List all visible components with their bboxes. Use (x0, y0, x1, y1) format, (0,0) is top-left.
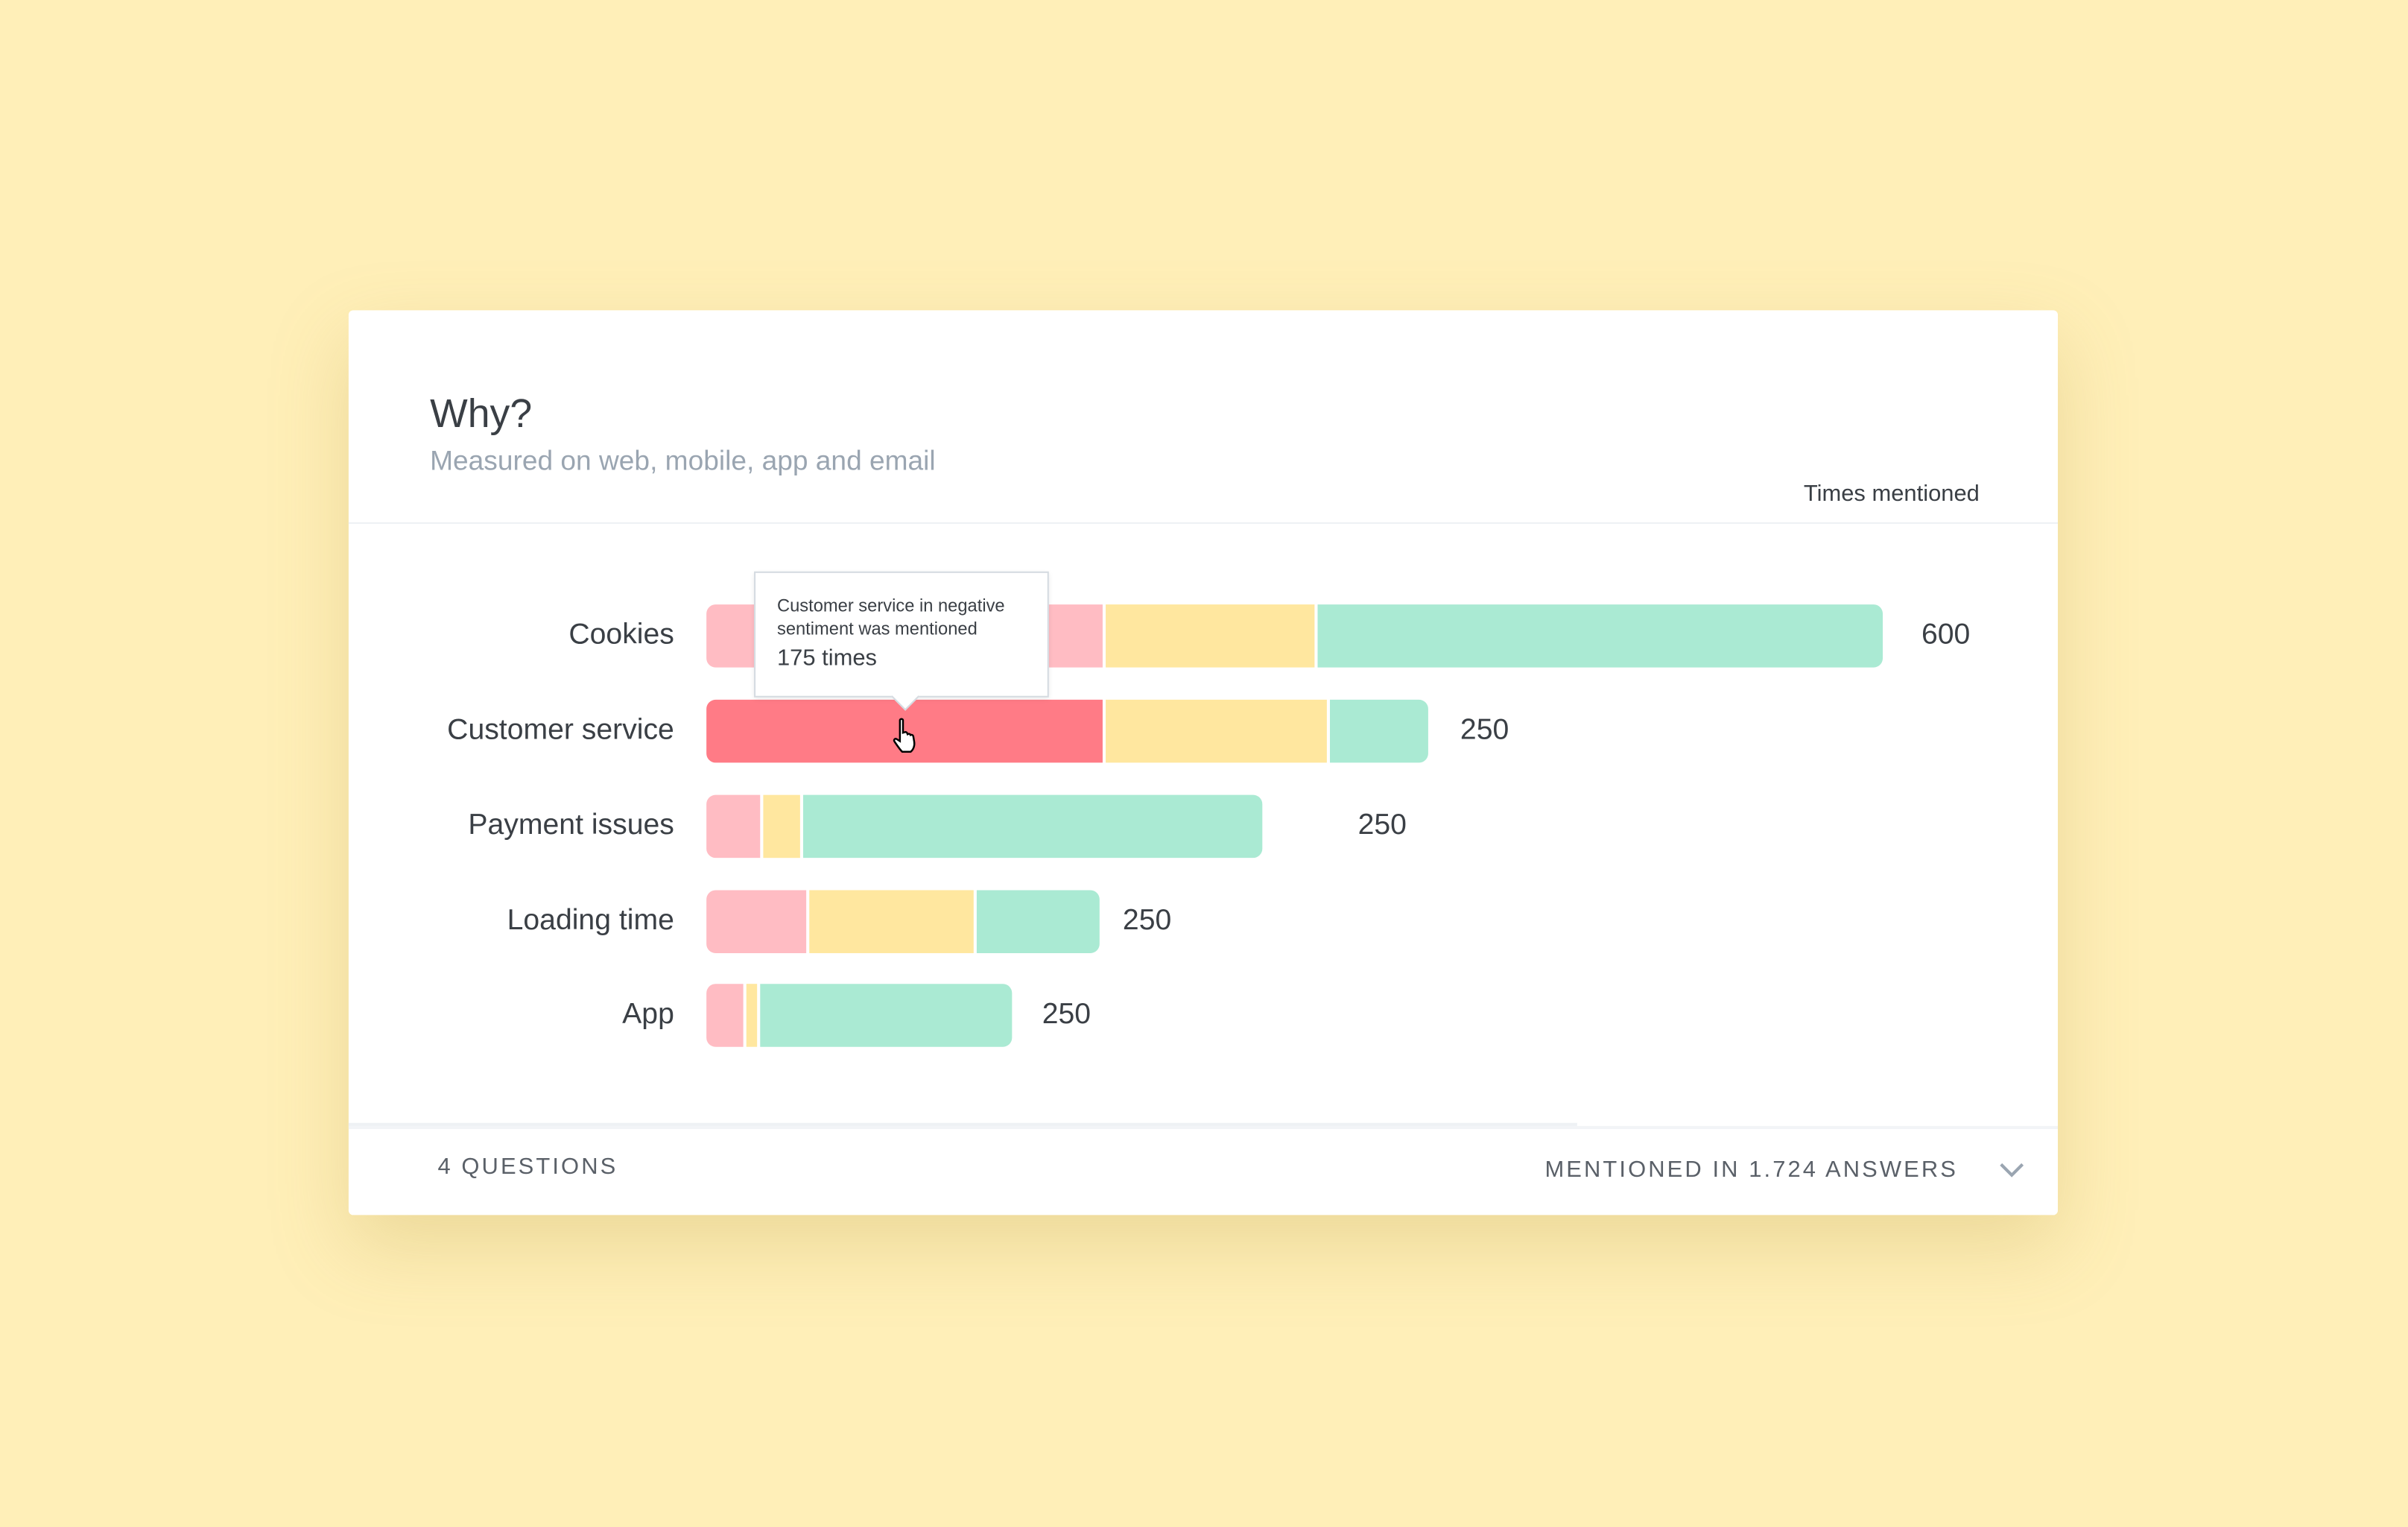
why-card: Why? Measured on web, mobile, app and em… (348, 310, 2059, 1215)
hand-cursor-icon (893, 718, 916, 753)
card-subtitle: Measured on web, mobile, app and email (430, 445, 936, 476)
mentioned-count: MENTIONED IN 1.724 ANSWERS (1544, 1157, 1959, 1183)
bar-segment-neutral[interactable] (745, 984, 758, 1047)
stacked-bar[interactable] (706, 890, 1100, 953)
bar-segment-neutral[interactable] (764, 794, 800, 859)
category-label: App (622, 998, 674, 1031)
tooltip: Customer service in negative sentiment w… (754, 571, 1049, 711)
bar-segment-positive[interactable] (760, 984, 1012, 1047)
bar-segment-negative[interactable] (706, 794, 761, 859)
bar-segment-positive[interactable] (1317, 604, 1883, 668)
tooltip-text: sentiment was mentioned (776, 620, 978, 639)
tooltip-text: Customer service in negative (776, 597, 1005, 616)
bar-segment-positive[interactable] (1330, 699, 1428, 763)
card-title: Why? (430, 390, 533, 437)
total-label: 250 (1357, 809, 1407, 842)
bar-segment-positive[interactable] (977, 890, 1100, 953)
total-label: 250 (1460, 714, 1509, 747)
bar-segment-positive[interactable] (802, 794, 1263, 859)
divider (348, 1125, 2059, 1129)
bar-segment-neutral[interactable] (1106, 699, 1328, 763)
axis-label: Times mentioned (1803, 481, 1980, 508)
stacked-bar[interactable] (706, 984, 1012, 1047)
bar-segment-neutral[interactable] (808, 890, 975, 953)
category-label: Customer service (447, 714, 674, 747)
bar-segment-neutral[interactable] (1106, 604, 1314, 668)
bar-segment-negative[interactable] (706, 890, 806, 953)
stacked-bar[interactable] (706, 699, 1428, 763)
divider (348, 1122, 1577, 1126)
bar-segment-negative[interactable] (706, 984, 743, 1047)
stacked-bar[interactable] (706, 794, 1263, 859)
total-label: 250 (1042, 998, 1091, 1031)
category-label: Cookies (568, 619, 674, 651)
tooltip-value: 175 times (776, 645, 878, 671)
category-label: Loading time (507, 905, 674, 938)
total-label: 600 (1921, 619, 1971, 651)
questions-count[interactable]: 4 QUESTIONS (437, 1153, 618, 1180)
chevron-down-icon[interactable] (1997, 1158, 2027, 1183)
divider (348, 522, 2059, 524)
total-label: 250 (1122, 905, 1172, 938)
category-label: Payment issues (468, 809, 674, 842)
